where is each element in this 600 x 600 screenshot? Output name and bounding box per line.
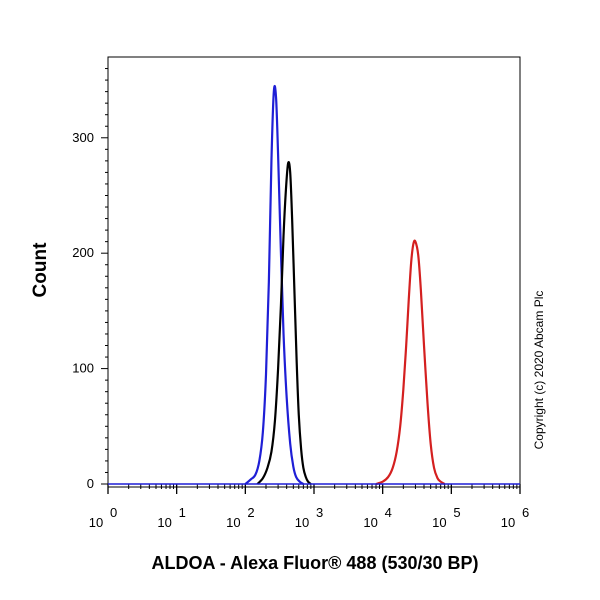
x-tick-exponent: 5 <box>453 505 460 520</box>
histogram-series-2 <box>256 160 312 485</box>
y-tick-label: 100 <box>72 361 94 376</box>
copyright-note: Copyright (c) 2020 Abcam Plc <box>532 291 546 450</box>
y-axis: 0 100 200 300 <box>72 68 108 491</box>
x-tick-label: 10 <box>363 515 377 530</box>
plot-frame <box>107 56 521 488</box>
x-tick-label: 10 <box>295 515 309 530</box>
x-tick-exponent: 2 <box>247 505 254 520</box>
x-tick-label: 10 <box>432 515 446 530</box>
x-axis: 10 0 10 1 10 2 10 3 10 4 10 5 10 6 <box>89 484 529 530</box>
x-tick-label: 10 <box>501 515 515 530</box>
y-tick-label: 300 <box>72 130 94 145</box>
x-tick-label: 10 <box>89 515 103 530</box>
histogram-series-1 <box>244 84 304 485</box>
x-tick-exponent: 6 <box>522 505 529 520</box>
series-layer <box>244 84 446 486</box>
y-tick-label: 200 <box>72 245 94 260</box>
y-axis-title: Count <box>30 242 51 298</box>
x-tick-exponent: 3 <box>316 505 323 520</box>
x-tick-exponent: 0 <box>110 505 117 520</box>
x-tick-label: 10 <box>157 515 171 530</box>
x-tick-exponent: 4 <box>385 505 392 520</box>
x-axis-title: ALDOA - Alexa Fluor® 488 (530/30 BP) <box>151 553 478 573</box>
x-tick-exponent: 1 <box>179 505 186 520</box>
x-tick-label: 10 <box>226 515 240 530</box>
y-tick-label: 0 <box>87 476 94 491</box>
histogram-series-3 <box>375 239 446 486</box>
